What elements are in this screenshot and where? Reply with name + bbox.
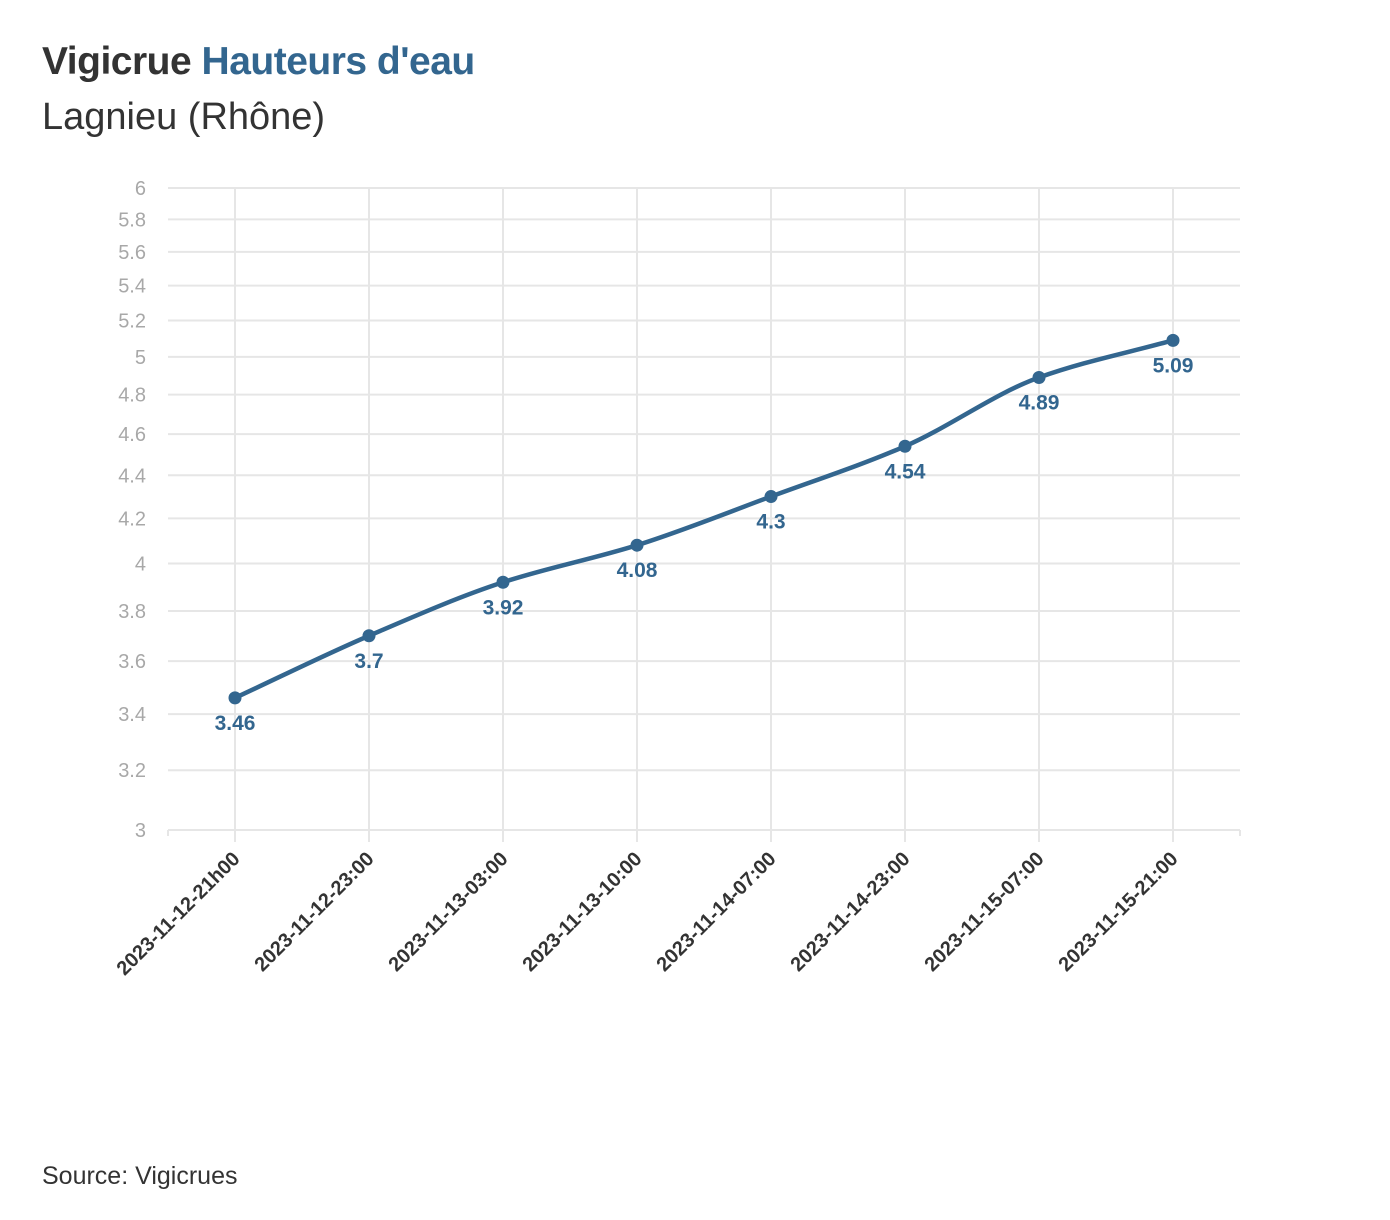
- y-tick-label: 5.8: [118, 209, 146, 231]
- x-tick-label: 2023-11-15-07:00: [921, 848, 1049, 976]
- x-tick-label: 2023-11-13-03:00: [385, 848, 513, 976]
- y-tick-label: 4: [135, 554, 146, 576]
- data-label: 3.92: [483, 596, 524, 619]
- series-line: [232, 338, 1176, 701]
- y-tick-label: 6: [135, 178, 146, 200]
- y-tick-label: 5.2: [118, 311, 146, 333]
- y-tick-label: 4.8: [118, 385, 146, 407]
- data-point: [630, 538, 644, 552]
- grid-lines: [168, 187, 1240, 831]
- y-tick-label: 3.2: [118, 760, 146, 782]
- data-point: [898, 439, 912, 453]
- data-point: [496, 575, 510, 589]
- y-tick-label: 3.8: [118, 601, 146, 623]
- source-note: Source: Vigicrues: [42, 1162, 238, 1190]
- y-tick-label: 4.6: [118, 424, 146, 446]
- x-tick-label: 2023-11-14-23:00: [787, 848, 915, 976]
- x-tick-label: 2023-11-14-07:00: [653, 848, 781, 976]
- y-tick-label: 3.4: [118, 704, 146, 726]
- data-label: 4.89: [1019, 391, 1060, 414]
- data-label: 4.3: [756, 511, 785, 534]
- y-tick-label: 3: [135, 820, 146, 842]
- y-tick-label: 5.4: [118, 276, 146, 298]
- y-tick-label: 4.4: [118, 465, 146, 487]
- x-tick-label: 2023-11-15-21:00: [1055, 848, 1183, 976]
- y-tick-label: 5.6: [118, 242, 146, 264]
- data-label: 3.46: [215, 712, 256, 735]
- series-group: 3.46 3.7 3.92 4.08 4.3 4.54 4.89 5.09: [215, 333, 1194, 735]
- y-tick-label: 5: [135, 347, 146, 369]
- y-tick-label: 3.6: [118, 651, 146, 673]
- x-tick-label: 2023-11-12-21h00: [113, 848, 245, 980]
- y-axis: 3 3.2 3.4 3.6 3.8 4 4.2 4.4 4.6 4.8 5 5.2 5.4 5.6 5.8 6: [118, 178, 146, 842]
- chart-subtitle: Lagnieu (Rhône): [42, 96, 326, 138]
- title-part1: Vigicrue: [42, 40, 192, 83]
- x-tick-label: 2023-11-12-23:00: [251, 848, 379, 976]
- y-tick-label: 4.2: [118, 508, 146, 530]
- data-label: 4.54: [885, 460, 926, 483]
- chart-title: Vigicrue Hauteurs d'eau: [42, 40, 475, 84]
- data-point: [362, 629, 376, 643]
- data-point: [764, 490, 778, 504]
- data-label: 5.09: [1153, 354, 1194, 377]
- x-axis: 2023-11-12-21h00 2023-11-12-23:00 2023-11-…: [113, 830, 1241, 980]
- data-point: [1166, 333, 1180, 347]
- data-point: [1032, 370, 1046, 384]
- title-part2: Hauteurs d'eau: [201, 40, 476, 83]
- data-label: 3.7: [354, 650, 383, 673]
- data-label: 4.08: [617, 559, 658, 582]
- x-tick-label: 2023-11-13-10:00: [519, 848, 647, 976]
- data-point: [228, 691, 242, 705]
